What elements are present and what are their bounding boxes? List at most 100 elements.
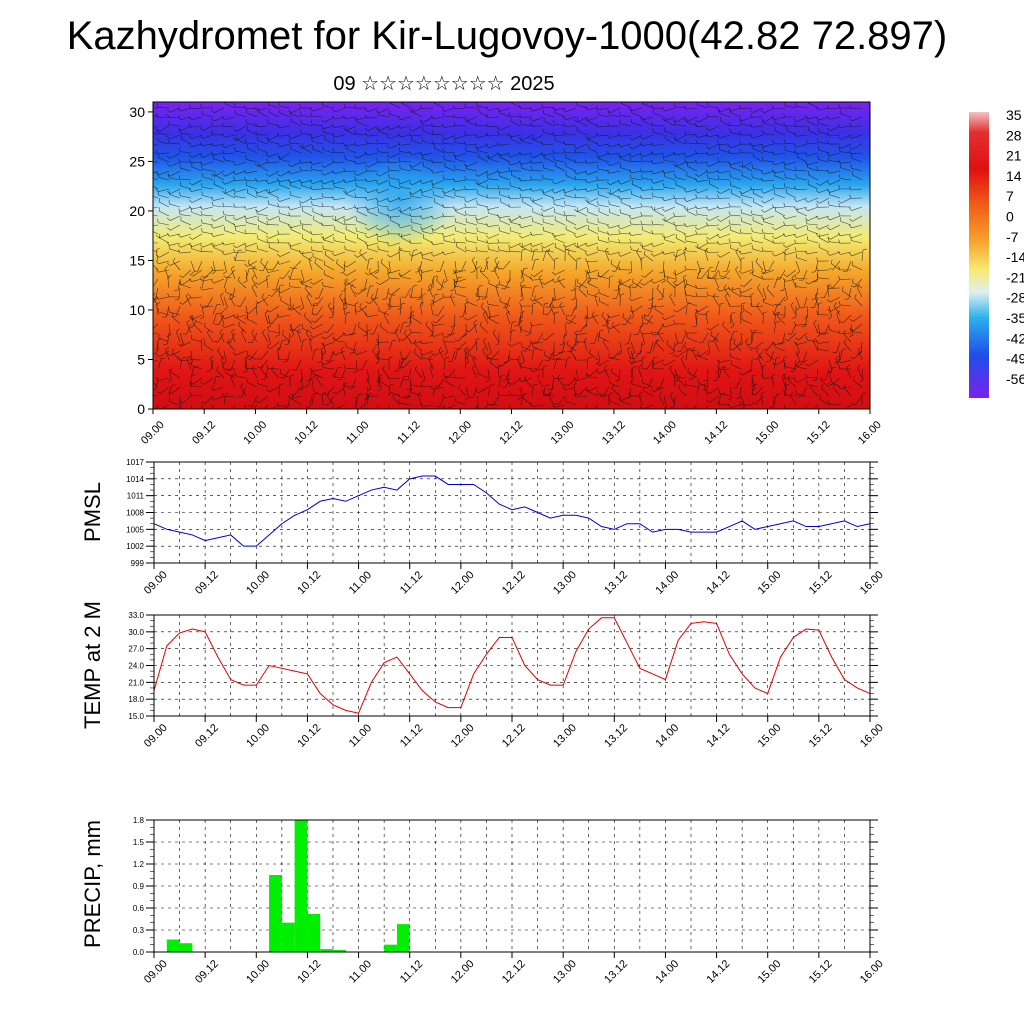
wind-barb (598, 393, 610, 397)
wind-barb (235, 150, 247, 154)
wind-barb (509, 331, 512, 343)
wind-barb-flag (573, 307, 578, 310)
wind-barb (411, 384, 423, 388)
y-tick-label: 15 (129, 252, 145, 268)
wind-barb-flag (643, 250, 646, 255)
wind-barb-flag (826, 252, 830, 256)
wind-barb-flag (629, 137, 633, 141)
wind-barb-flag (596, 246, 599, 251)
colorbar-label: -21 (1006, 269, 1024, 285)
wind-barb-flag (848, 234, 852, 239)
wind-barb-flag (465, 329, 470, 333)
wind-barb-flag (498, 365, 502, 368)
wind-barb-flag (507, 154, 512, 158)
wind-barb-flag (738, 250, 742, 255)
wind-barb-flag (707, 102, 709, 107)
wind-barb-flag (409, 328, 412, 333)
wind-barb-flag (222, 365, 225, 370)
wind-barb-flag (661, 154, 666, 158)
wind-barb (698, 242, 709, 249)
wind-barb-flag (471, 256, 476, 261)
wind-barb-flag (453, 238, 456, 243)
wind-barb-flag (397, 124, 401, 129)
wind-barb (177, 278, 181, 290)
wind-barb (565, 204, 577, 208)
wind-barb-flag (320, 180, 324, 185)
wind-barb-flag (828, 316, 832, 320)
wind-barb-flag (497, 239, 500, 243)
wind-barb (411, 140, 423, 145)
wind-barb (400, 224, 412, 229)
wind-barb-flag (146, 391, 147, 395)
wind-barb-flag (409, 192, 412, 197)
wind-barb-flag (470, 271, 475, 273)
wind-barb-flag (443, 155, 445, 160)
y-tick-label: 1.8 (133, 816, 145, 825)
wind-barb-flag (485, 172, 490, 176)
wind-barb-flag (805, 139, 808, 144)
wind-barb (278, 340, 283, 352)
wind-barb-flag (529, 368, 533, 372)
wind-barb-flag (480, 302, 484, 307)
wind-barb-flag (751, 236, 753, 241)
wind-barb (191, 296, 203, 299)
wind-barb (664, 275, 676, 280)
wind-barb-flag (191, 271, 195, 275)
wind-barb-flag (617, 225, 621, 230)
wind-barb-flag (740, 284, 745, 287)
wind-barb (366, 330, 368, 343)
wind-barb (257, 188, 269, 194)
wind-barb-flag (417, 265, 421, 270)
wind-barb (411, 134, 423, 137)
wind-barb (499, 230, 511, 235)
wind-barb (796, 233, 808, 238)
wind-barb (202, 176, 214, 181)
wind-barb (678, 387, 687, 397)
wind-barb-flag (243, 215, 247, 219)
wind-barb-flag (817, 119, 819, 124)
wind-barb (203, 344, 214, 352)
wind-barb-flag (441, 251, 445, 255)
wind-barb (796, 177, 808, 181)
wind-barb-flag (360, 289, 365, 291)
wind-barb (466, 121, 478, 127)
wind-barb (482, 350, 489, 361)
wind-barb (819, 179, 830, 186)
wind-barb-flag (795, 173, 797, 178)
wind-barb-flag (430, 301, 435, 305)
wind-barb (494, 259, 500, 271)
x-tick-label: 13.12 (600, 419, 628, 447)
wind-barb (642, 229, 654, 235)
wind-barb-flag (430, 253, 435, 257)
wind-barb-flag (835, 355, 839, 360)
wind-barb (757, 287, 764, 298)
wind-barb (169, 248, 181, 253)
wind-barb-flag (762, 147, 764, 152)
wind-barb-flag (145, 360, 148, 363)
wind-barb-flag (618, 229, 621, 234)
wind-barb (509, 404, 511, 409)
wind-barb (312, 179, 324, 185)
wind-barb-flag (629, 283, 634, 287)
wind-barb (565, 134, 577, 136)
wind-barb-flag (563, 211, 566, 216)
wind-barb (861, 250, 864, 262)
wind-barb (223, 296, 228, 308)
wind-barb-flag (669, 352, 674, 355)
wind-barb (417, 268, 423, 280)
wind-barb-flag (221, 190, 226, 194)
wind-barb-flag (739, 104, 742, 109)
wind-barb-flag (485, 144, 489, 149)
wind-barb (743, 278, 753, 287)
wind-barb-flag (717, 140, 720, 145)
wind-barb-flag (486, 184, 489, 189)
wind-barb (217, 332, 225, 343)
wind-barb (203, 377, 214, 385)
wind-barb-flag (843, 338, 847, 343)
wind-barb-flag (490, 384, 495, 386)
wind-barb-flag (321, 236, 325, 240)
wind-barb (345, 179, 357, 183)
wind-barb (708, 215, 720, 222)
wind-barb (268, 233, 280, 239)
wind-barb (520, 286, 523, 298)
